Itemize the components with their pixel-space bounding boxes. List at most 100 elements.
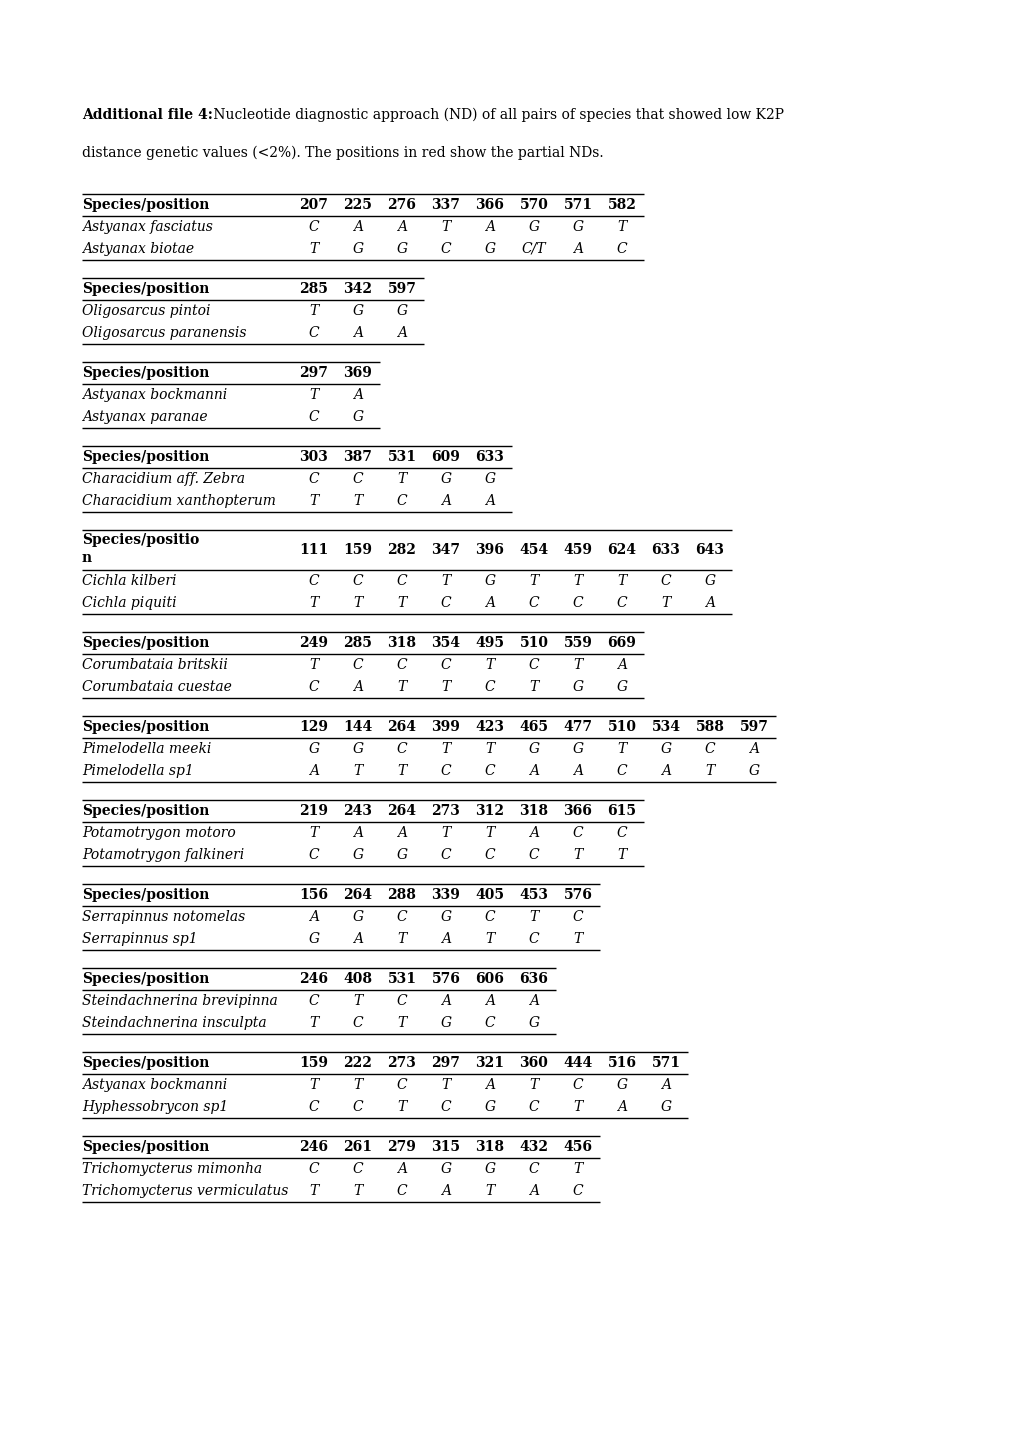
Text: Astyanax biotae: Astyanax biotae [82, 242, 194, 255]
Text: C: C [572, 911, 583, 924]
Text: G: G [615, 680, 627, 694]
Text: 337: 337 [431, 198, 460, 212]
Text: 279: 279 [387, 1140, 416, 1154]
Text: Species/position: Species/position [82, 636, 209, 649]
Text: T: T [353, 1185, 363, 1198]
Text: T: T [485, 1185, 494, 1198]
Text: 477: 477 [562, 720, 592, 734]
Text: G: G [308, 932, 319, 947]
Text: A: A [573, 242, 583, 255]
Text: 366: 366 [475, 198, 504, 212]
Text: 369: 369 [343, 367, 372, 380]
Text: C: C [616, 596, 627, 610]
Text: 559: 559 [564, 636, 592, 649]
Text: A: A [396, 219, 407, 234]
Text: G: G [353, 304, 363, 317]
Text: 318: 318 [387, 636, 416, 649]
Text: Hyphessobrycon sp1: Hyphessobrycon sp1 [82, 1100, 228, 1114]
Text: T: T [441, 1078, 450, 1092]
Text: 273: 273 [387, 1056, 416, 1071]
Text: T: T [353, 1078, 363, 1092]
Text: T: T [397, 763, 407, 778]
Text: 465: 465 [519, 720, 548, 734]
Text: G: G [484, 242, 495, 255]
Text: T: T [309, 388, 318, 403]
Text: C: C [396, 994, 407, 1009]
Text: G: G [396, 848, 408, 861]
Text: 219: 219 [300, 804, 328, 818]
Text: T: T [573, 658, 582, 672]
Text: T: T [309, 1078, 318, 1092]
Text: Species/position: Species/position [82, 804, 209, 818]
Text: Potamotrygon falkineri: Potamotrygon falkineri [82, 848, 244, 861]
Text: A: A [309, 763, 319, 778]
Text: G: G [572, 680, 583, 694]
Text: G: G [528, 219, 539, 234]
Text: T: T [485, 932, 494, 947]
Text: T: T [441, 825, 450, 840]
Text: 396: 396 [475, 543, 504, 557]
Text: Astyanax paranae: Astyanax paranae [82, 410, 208, 424]
Text: 144: 144 [343, 720, 372, 734]
Text: 246: 246 [300, 1140, 328, 1154]
Text: C: C [353, 1162, 363, 1176]
Text: 669: 669 [607, 636, 636, 649]
Text: 276: 276 [387, 198, 416, 212]
Text: T: T [441, 742, 450, 756]
Text: Serrapinnus sp1: Serrapinnus sp1 [82, 932, 198, 947]
Text: C: C [484, 911, 495, 924]
Text: T: T [529, 680, 538, 694]
Text: 597: 597 [739, 720, 767, 734]
Text: A: A [704, 596, 714, 610]
Text: 156: 156 [300, 887, 328, 902]
Text: 111: 111 [300, 543, 328, 557]
Text: T: T [309, 304, 318, 317]
Text: C: C [572, 596, 583, 610]
Text: A: A [396, 326, 407, 341]
Text: G: G [396, 304, 408, 317]
Text: C: C [440, 658, 450, 672]
Text: G: G [440, 1016, 451, 1030]
Text: A: A [440, 1185, 450, 1198]
Text: A: A [396, 1162, 407, 1176]
Text: T: T [441, 680, 450, 694]
Text: T: T [397, 932, 407, 947]
Text: T: T [529, 574, 538, 587]
Text: C: C [396, 1078, 407, 1092]
Text: 312: 312 [475, 804, 504, 818]
Text: Species/position: Species/position [82, 1140, 209, 1154]
Text: 129: 129 [300, 720, 328, 734]
Text: G: G [353, 242, 363, 255]
Text: A: A [484, 994, 494, 1009]
Text: 615: 615 [607, 804, 636, 818]
Text: A: A [309, 911, 319, 924]
Text: 285: 285 [300, 281, 328, 296]
Text: distance genetic values (<2%). The positions in red show the partial NDs.: distance genetic values (<2%). The posit… [82, 146, 603, 160]
Text: 225: 225 [343, 198, 372, 212]
Text: Cichla kilberi: Cichla kilberi [82, 574, 176, 587]
Text: C: C [528, 1100, 539, 1114]
Text: G: G [572, 742, 583, 756]
Text: C: C [528, 848, 539, 861]
Text: C: C [528, 1162, 539, 1176]
Text: C: C [309, 574, 319, 587]
Text: Cichla piquiti: Cichla piquiti [82, 596, 176, 610]
Text: A: A [616, 1100, 627, 1114]
Text: A: A [353, 825, 363, 840]
Text: 399: 399 [431, 720, 460, 734]
Text: T: T [441, 574, 450, 587]
Text: C: C [353, 658, 363, 672]
Text: Corumbataia britskii: Corumbataia britskii [82, 658, 227, 672]
Text: G: G [440, 472, 451, 486]
Text: C: C [484, 763, 495, 778]
Text: Trichomycterus vermiculatus: Trichomycterus vermiculatus [82, 1185, 288, 1198]
Text: 510: 510 [519, 636, 548, 649]
Text: C: C [353, 1100, 363, 1114]
Text: 453: 453 [519, 887, 548, 902]
Text: 339: 339 [431, 887, 460, 902]
Text: 510: 510 [607, 720, 636, 734]
Text: Additional file 4:: Additional file 4: [82, 108, 213, 123]
Text: 534: 534 [651, 720, 680, 734]
Text: C: C [309, 1162, 319, 1176]
Text: C: C [616, 763, 627, 778]
